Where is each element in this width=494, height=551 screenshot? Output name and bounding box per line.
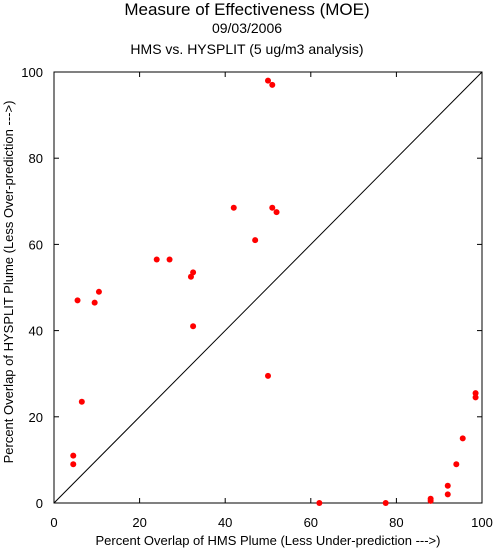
- data-point: [269, 204, 276, 211]
- data-point: [472, 394, 479, 401]
- y-tick-label: 20: [29, 410, 43, 425]
- y-axis-label: Percent Overlap of HYSPLIT Plume (Less O…: [1, 101, 16, 464]
- plot-frame: [53, 71, 483, 504]
- data-point: [453, 461, 460, 468]
- chart-subtitle: HMS vs. HYSPLIT (5 ug/m3 analysis): [130, 41, 364, 57]
- data-point: [269, 81, 276, 88]
- chart-title: Measure of Effectiveness (MOE): [124, 0, 370, 19]
- data-point: [166, 256, 173, 263]
- data-point: [230, 204, 237, 211]
- data-point: [382, 500, 389, 506]
- x-tick-label: 40: [218, 515, 232, 530]
- y-tick-label: 60: [29, 237, 43, 252]
- chart-date: 09/03/2006: [211, 20, 283, 36]
- y-tick-label: 80: [29, 151, 43, 166]
- x-tick-label: 80: [389, 515, 403, 530]
- data-point: [444, 482, 451, 489]
- y-tick-label: 0: [36, 496, 43, 511]
- data-point: [187, 273, 194, 280]
- data-point: [273, 209, 280, 216]
- data-point: [70, 452, 77, 459]
- data-point: [427, 497, 434, 504]
- x-axis-ticks: 0 20 40 60 80 100: [50, 72, 493, 530]
- data-points: [70, 77, 479, 506]
- data-point: [91, 299, 98, 306]
- data-point: [265, 77, 271, 84]
- data-point: [444, 491, 451, 498]
- data-point: [316, 500, 323, 506]
- diagonal-line: [53, 71, 483, 504]
- data-point: [265, 372, 271, 379]
- data-point: [74, 297, 81, 304]
- y-tick-label: 100: [21, 65, 43, 80]
- x-tick-label: 0: [50, 515, 57, 530]
- x-tick-label: 100: [471, 515, 493, 530]
- x-tick-label: 20: [132, 515, 146, 530]
- data-point: [190, 323, 197, 330]
- data-point: [78, 398, 85, 405]
- data-point: [70, 461, 77, 468]
- y-tick-label: 40: [29, 324, 43, 339]
- data-point: [459, 435, 466, 442]
- data-point: [153, 256, 160, 263]
- y-axis-ticks: 0 20 40 60 80 100: [21, 65, 482, 511]
- data-point: [252, 237, 259, 244]
- x-axis-label: Percent Overlap of HMS Plume (Less Under…: [96, 533, 441, 548]
- data-point: [472, 390, 479, 397]
- data-point: [95, 288, 102, 295]
- x-tick-label: 60: [304, 515, 318, 530]
